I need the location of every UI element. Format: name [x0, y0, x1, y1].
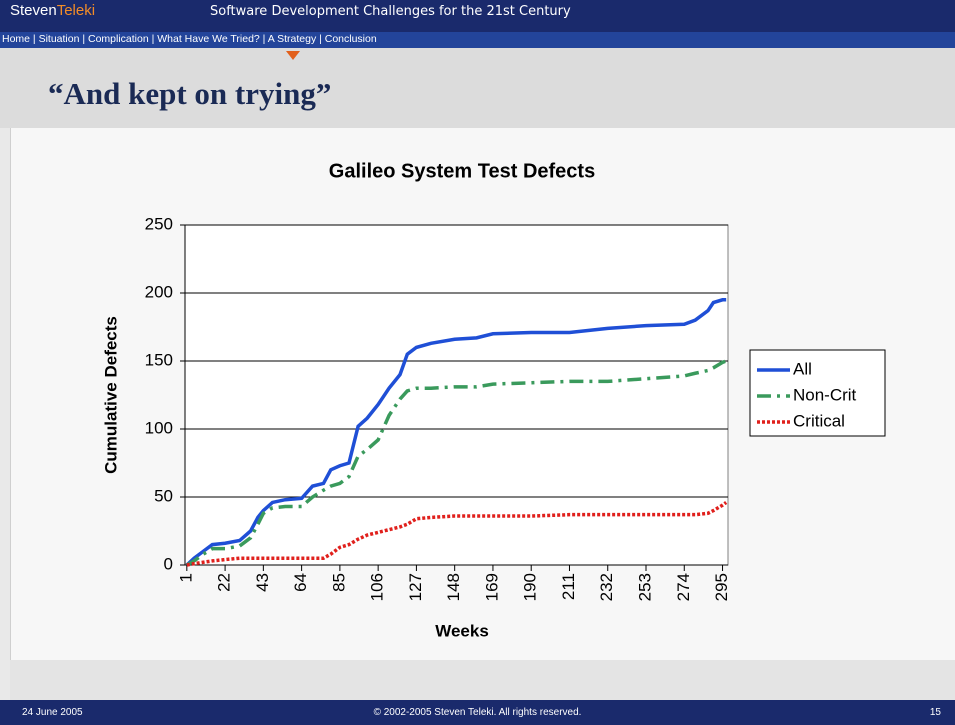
footer-page: 15	[929, 707, 941, 718]
y-tick-label: 0	[164, 554, 173, 573]
x-tick-label: 64	[291, 573, 310, 592]
y-tick-label: 100	[145, 418, 173, 437]
x-tick-label: 127	[406, 573, 425, 601]
y-axis-label: Cumulative Defects	[101, 316, 120, 474]
header-subtitle: Software Development Challenges for the …	[210, 4, 571, 19]
y-tick-label: 150	[145, 350, 173, 369]
slide-title: “And kept on trying”	[48, 76, 332, 111]
y-tick-label: 250	[145, 214, 173, 233]
legend-label: Critical	[793, 411, 845, 430]
nav[interactable]: Home | Situation | Complication | What H…	[2, 33, 377, 45]
legend-label: All	[793, 359, 812, 378]
chart: Galileo System Test Defects Weeks Cumula…	[101, 160, 886, 640]
x-tick-label: 148	[444, 573, 463, 601]
x-tick-label: 169	[482, 573, 501, 601]
footer-copyright: © 2002-2005 Steven Teleki. All rights re…	[373, 707, 582, 718]
brand-first: Steven	[10, 2, 57, 19]
series-line	[185, 359, 727, 567]
x-tick-label: 274	[674, 573, 693, 601]
x-tick-label: 85	[329, 573, 348, 592]
x-tick-label: 1	[176, 573, 195, 582]
y-tick-label: 200	[145, 282, 173, 301]
plot-area	[184, 224, 729, 566]
x-tick-label: 22	[215, 573, 234, 592]
x-tick-label: 253	[635, 573, 654, 601]
brand-second: Teleki	[56, 2, 96, 19]
brand: StevenTeleki	[10, 2, 95, 19]
title-band	[0, 48, 955, 128]
nav-bar: Home | Situation | Complication | What H…	[0, 32, 955, 48]
x-tick-label: 43	[253, 573, 272, 592]
lower-band	[10, 660, 955, 700]
footer-date: 24 June 2005	[22, 707, 83, 718]
series-line	[185, 298, 727, 567]
x-axis-label: Weeks	[435, 621, 489, 640]
x-tick-label: 295	[712, 573, 731, 601]
x-tick-label: 190	[521, 573, 540, 601]
chart-title: Galileo System Test Defects	[329, 160, 595, 182]
x-tick-label: 106	[368, 573, 387, 601]
y-tick-label: 50	[154, 486, 173, 505]
x-tick-label: 211	[559, 573, 578, 600]
legend-label: Non-Crit	[793, 385, 857, 404]
x-tick-label: 232	[597, 573, 616, 601]
footer: 24 June 2005 © 2002-2005 Steven Teleki. …	[0, 700, 955, 725]
series-line	[186, 501, 728, 567]
nav-marker	[286, 51, 300, 60]
